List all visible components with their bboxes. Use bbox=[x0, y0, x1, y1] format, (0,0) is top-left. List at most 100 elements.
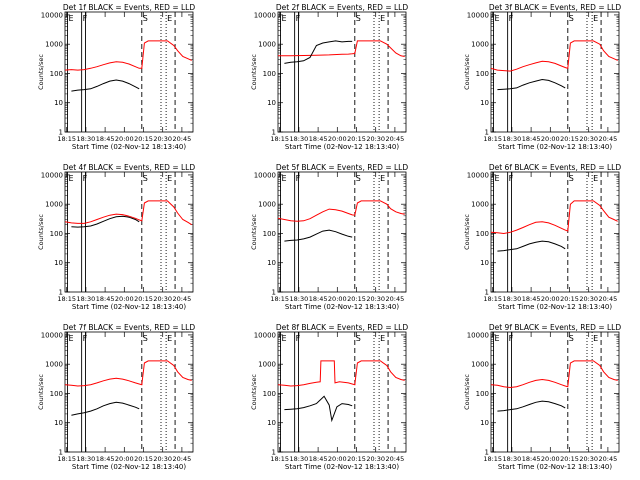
y-tick-label: 100 bbox=[476, 390, 489, 398]
x-tick-label: 20:45 bbox=[599, 295, 618, 303]
x-tick-label: 20:30 bbox=[579, 455, 598, 463]
x-tick-label: 20:15 bbox=[134, 295, 153, 303]
y-axis-label: Counts/sec bbox=[37, 214, 45, 250]
y-tick-label: 1000 bbox=[258, 201, 276, 209]
plot-frame bbox=[277, 11, 407, 133]
marker-label: E bbox=[495, 14, 500, 23]
y-tick-label: 1 bbox=[272, 449, 276, 457]
marker-label: E bbox=[282, 14, 287, 23]
x-tick-label: 20:15 bbox=[347, 455, 366, 463]
x-tick-label: 18:15 bbox=[57, 135, 76, 143]
lld-series-line bbox=[65, 360, 192, 387]
x-tick-label: 20:15 bbox=[560, 135, 579, 143]
marker-label: E bbox=[380, 174, 385, 183]
x-tick-label: 18:30 bbox=[290, 455, 309, 463]
panel-title: Det 9f BLACK = Events, RED = LLD bbox=[489, 323, 622, 332]
y-tick-label: 10 bbox=[480, 419, 489, 427]
plot-frame bbox=[64, 11, 194, 133]
x-tick-label: 18:15 bbox=[57, 295, 76, 303]
x-axis-label: Start Time (02-Nov-12 18:13:40) bbox=[498, 303, 612, 311]
y-tick-label: 10000 bbox=[467, 11, 489, 19]
marker-label: S bbox=[569, 334, 574, 343]
x-tick-label: 18:30 bbox=[290, 295, 309, 303]
x-tick-label: 18:15 bbox=[270, 135, 289, 143]
x-tick-label: 20:00 bbox=[115, 295, 134, 303]
y-tick-label: 100 bbox=[476, 70, 489, 78]
lld-series-line bbox=[491, 40, 618, 72]
events-series-line bbox=[284, 229, 353, 242]
marker-label: E bbox=[593, 174, 598, 183]
panel-2: Det 2f BLACK = Events, RED = LLD 1 10 100 10… bbox=[250, 3, 408, 151]
y-tick-label: 100 bbox=[263, 390, 276, 398]
plot-frame bbox=[490, 331, 620, 453]
y-axis-label: Counts/sec bbox=[250, 374, 258, 410]
x-tick-label: 18:15 bbox=[483, 135, 502, 143]
y-tick-label: 1 bbox=[485, 129, 489, 137]
marker-label: S bbox=[143, 334, 148, 343]
panel-title: Det 3f BLACK = Events, RED = LLD bbox=[489, 3, 622, 12]
y-tick-label: 1000 bbox=[45, 361, 63, 369]
y-tick-label: 100 bbox=[476, 230, 489, 238]
y-tick-label: 10 bbox=[480, 259, 489, 267]
x-tick-label: 20:45 bbox=[386, 455, 405, 463]
x-tick-label: 20:45 bbox=[173, 455, 192, 463]
x-tick-label: 20:00 bbox=[541, 295, 560, 303]
x-axis-label: Start Time (02-Nov-12 18:13:40) bbox=[285, 463, 399, 471]
x-axis-label: Start Time (02-Nov-12 18:13:40) bbox=[72, 143, 186, 151]
marker-label: S bbox=[143, 14, 148, 23]
marker-label: E bbox=[495, 334, 500, 343]
panel-title: Det 7f BLACK = Events, RED = LLD bbox=[63, 323, 196, 332]
x-tick-label: 18:30 bbox=[290, 135, 309, 143]
lld-series-line bbox=[278, 200, 405, 222]
y-axis-label: Counts/sec bbox=[250, 54, 258, 90]
x-tick-label: 18:30 bbox=[77, 295, 96, 303]
x-axis-label: Start Time (02-Nov-12 18:13:40) bbox=[72, 303, 186, 311]
y-axis-label: Counts/sec bbox=[37, 54, 45, 90]
x-tick-label: 20:30 bbox=[366, 295, 385, 303]
panel-title: Det 6f BLACK = Events, RED = LLD bbox=[489, 163, 622, 172]
panel-title: Det 1f BLACK = Events, RED = LLD bbox=[63, 3, 196, 12]
x-axis-label: Start Time (02-Nov-12 18:13:40) bbox=[498, 143, 612, 151]
plot-frame bbox=[490, 11, 620, 133]
y-tick-label: 10000 bbox=[41, 171, 63, 179]
panel-3: Det 3f BLACK = Events, RED = LLD 1 10 100 10… bbox=[463, 3, 621, 151]
x-tick-label: 20:30 bbox=[579, 295, 598, 303]
y-tick-label: 100 bbox=[263, 230, 276, 238]
x-axis-label: Start Time (02-Nov-12 18:13:40) bbox=[498, 463, 612, 471]
events-series-line bbox=[71, 215, 140, 228]
x-tick-label: 18:45 bbox=[96, 455, 115, 463]
x-tick-label: 20:45 bbox=[599, 455, 618, 463]
x-axis-label: Start Time (02-Nov-12 18:13:40) bbox=[72, 463, 186, 471]
y-tick-label: 1000 bbox=[258, 41, 276, 49]
y-tick-label: 10000 bbox=[254, 171, 276, 179]
y-axis-label: Counts/sec bbox=[463, 214, 471, 250]
lld-series-line bbox=[491, 200, 618, 235]
marker-label: S bbox=[356, 334, 361, 343]
x-tick-label: 20:45 bbox=[599, 135, 618, 143]
panel-4: Det 4f BLACK = Events, RED = LLD 1 10 100 10… bbox=[37, 163, 195, 311]
marker-label: E bbox=[593, 334, 598, 343]
x-tick-label: 18:45 bbox=[96, 135, 115, 143]
lld-series-line bbox=[65, 200, 192, 226]
x-tick-label: 20:00 bbox=[541, 455, 560, 463]
x-tick-label: 18:30 bbox=[77, 455, 96, 463]
y-tick-label: 100 bbox=[50, 390, 63, 398]
x-tick-label: 20:30 bbox=[366, 135, 385, 143]
y-tick-label: 1000 bbox=[471, 41, 489, 49]
y-tick-label: 1000 bbox=[258, 361, 276, 369]
y-tick-label: 1000 bbox=[471, 201, 489, 209]
y-tick-label: 10000 bbox=[467, 171, 489, 179]
x-tick-label: 18:45 bbox=[309, 295, 328, 303]
y-tick-label: 100 bbox=[50, 70, 63, 78]
y-tick-label: 10 bbox=[267, 99, 276, 107]
plot-frame bbox=[490, 171, 620, 293]
marker-label: E bbox=[167, 174, 172, 183]
y-tick-label: 10 bbox=[54, 259, 63, 267]
x-tick-label: 18:30 bbox=[77, 135, 96, 143]
marker-label: E bbox=[380, 334, 385, 343]
x-tick-label: 20:15 bbox=[560, 455, 579, 463]
marker-label: E bbox=[69, 334, 74, 343]
x-tick-label: 20:00 bbox=[115, 455, 134, 463]
x-tick-label: 18:30 bbox=[503, 135, 522, 143]
